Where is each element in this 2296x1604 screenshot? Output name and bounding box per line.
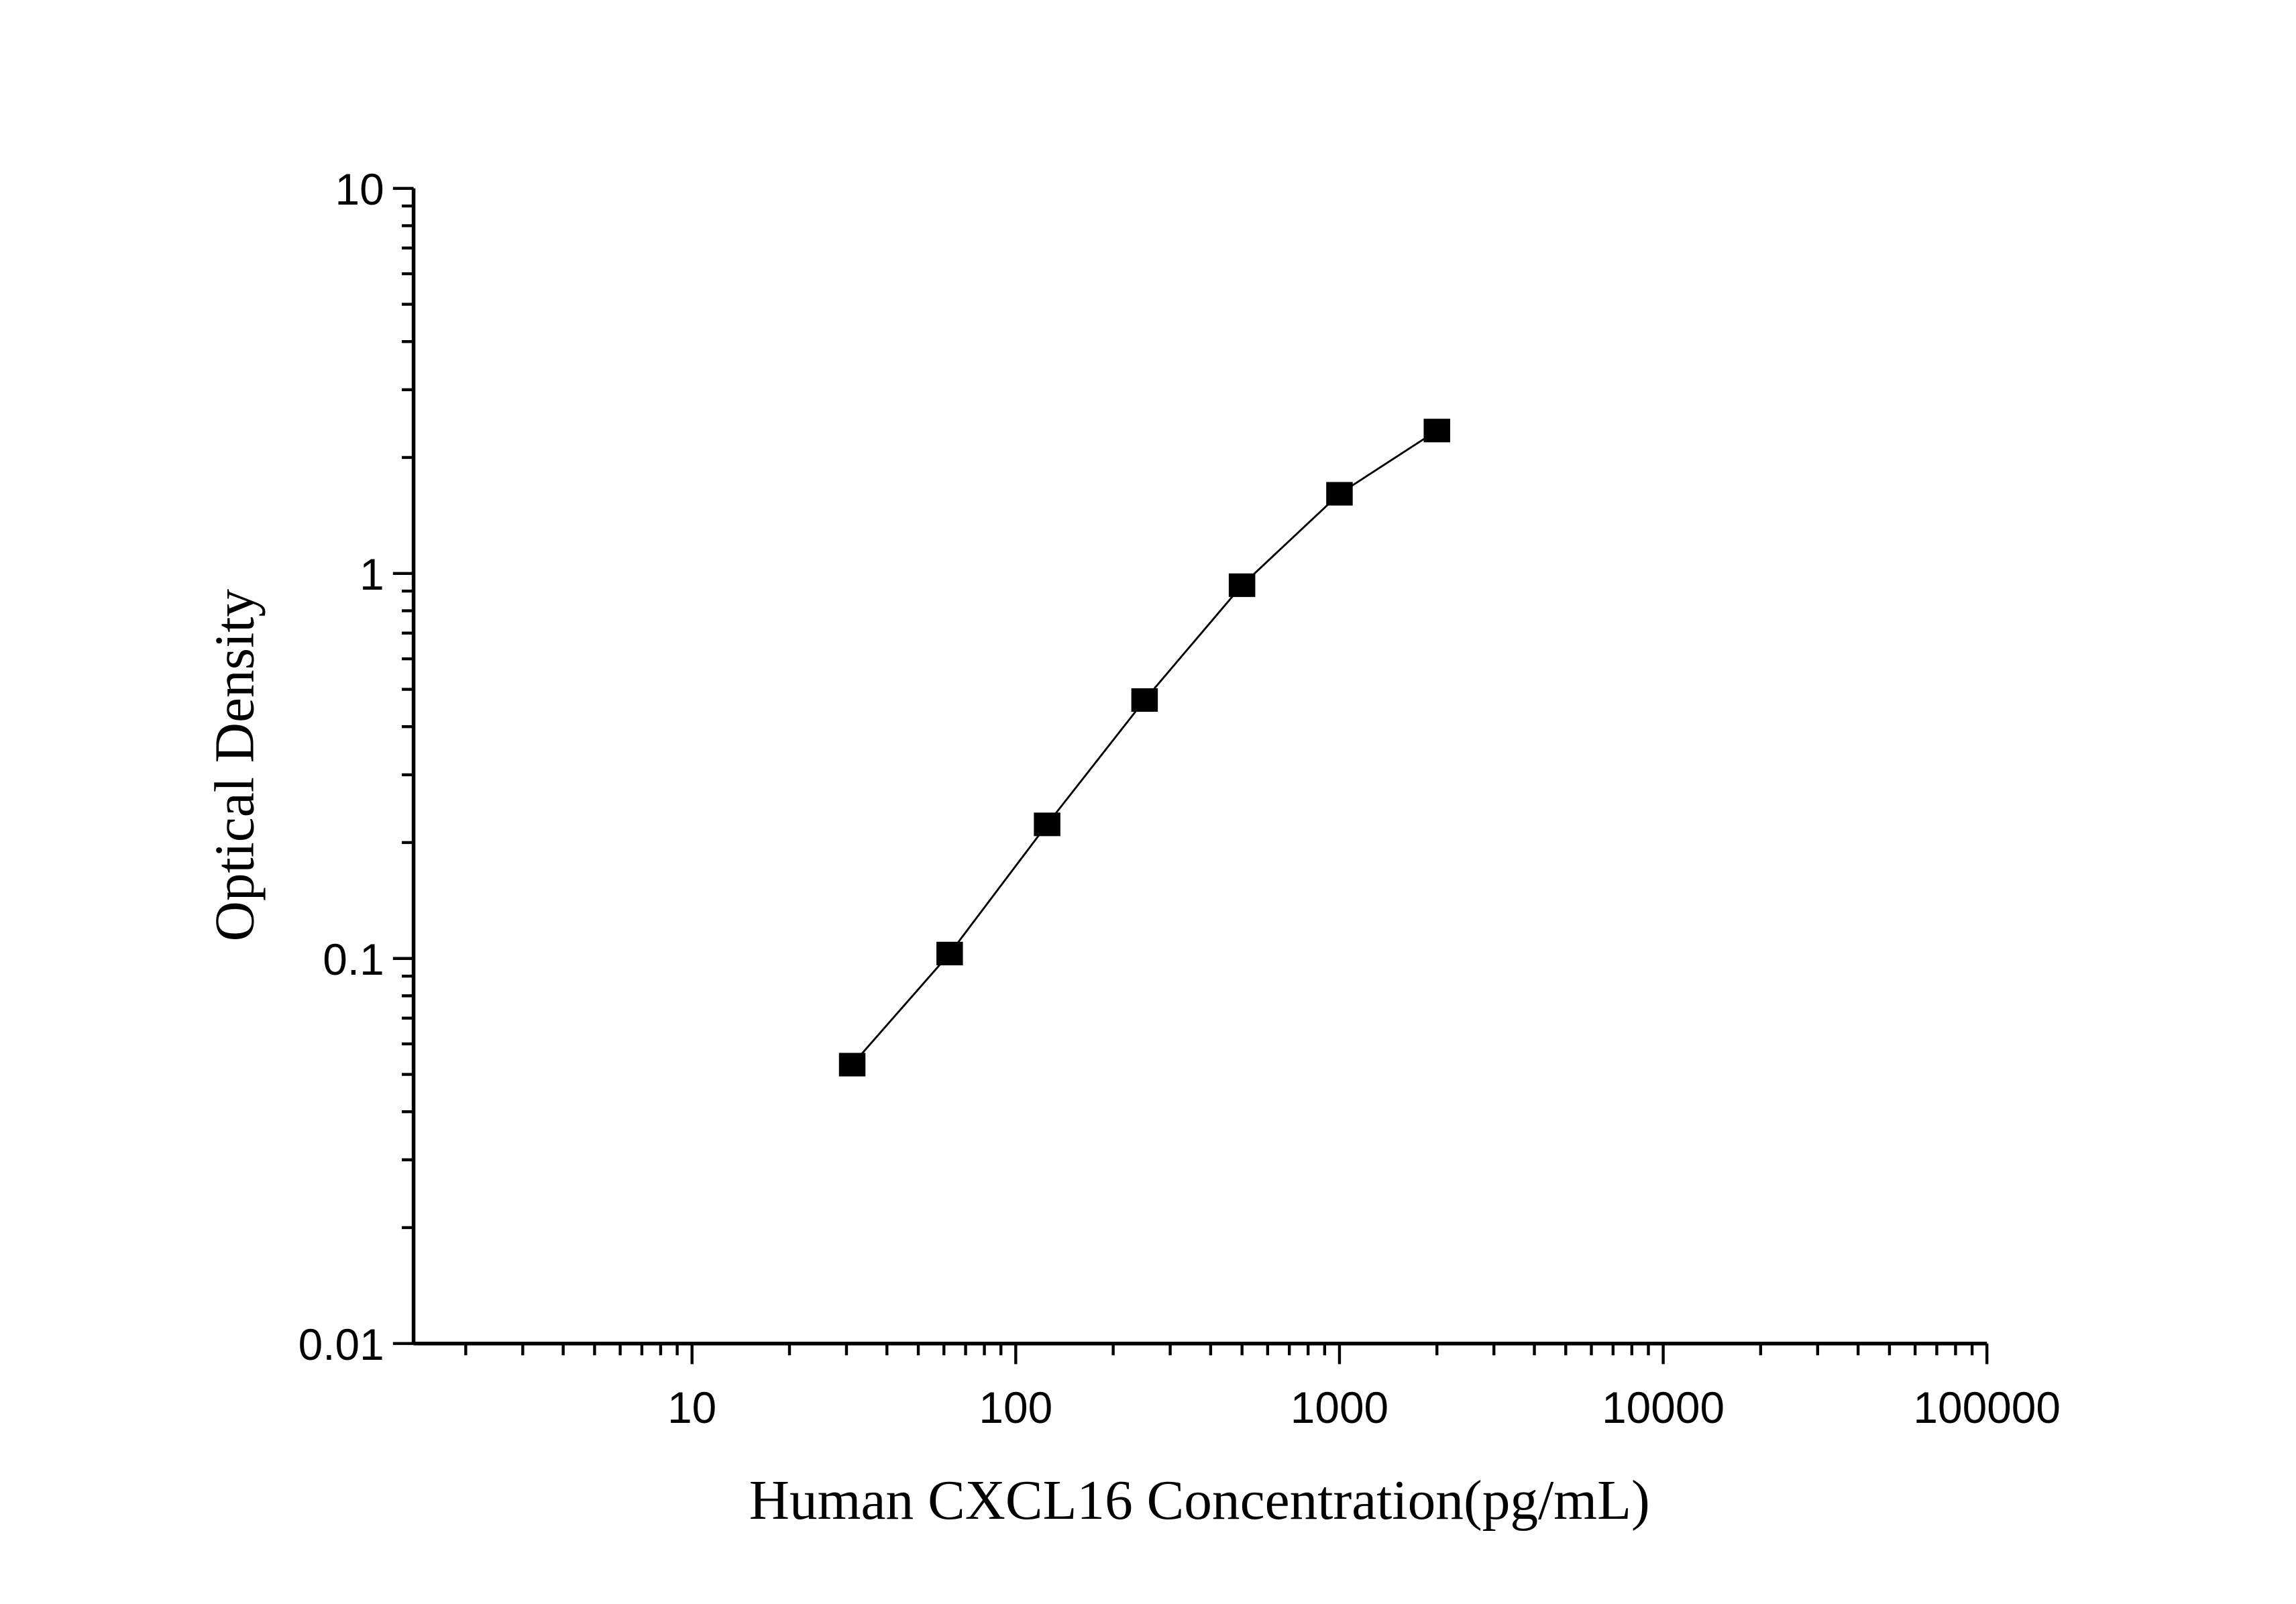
data-point: [1034, 812, 1060, 837]
x-axis-title: Human CXCL16 Concentration(pg/mL): [749, 1470, 1650, 1532]
y-tick-label: 10: [335, 164, 384, 214]
y-tick-label: 0.1: [323, 934, 384, 984]
x-tick-label: 100000: [1913, 1383, 2061, 1432]
data-point: [1228, 573, 1256, 597]
series-line: [851, 429, 1438, 1065]
axes: [411, 188, 1987, 1346]
x-tick-label: 100: [979, 1383, 1052, 1432]
data-point: [1326, 482, 1353, 506]
series: [838, 419, 1450, 1077]
data-point: [1131, 688, 1158, 712]
data-point: [936, 941, 963, 965]
x-tick-label: 10000: [1602, 1383, 1725, 1432]
data-point: [838, 1053, 866, 1077]
ticks: 10 100 1000 10000 100000 0.01 0.1 1 10: [298, 164, 2061, 1432]
x-tick-label: 1000: [1291, 1383, 1388, 1432]
x-tick-label: 10: [667, 1383, 716, 1432]
data-point: [1423, 419, 1450, 443]
y-axis-title: Optical Density: [204, 589, 266, 942]
y-tick-label: 0.01: [298, 1320, 384, 1369]
y-tick-label: 1: [360, 549, 384, 599]
